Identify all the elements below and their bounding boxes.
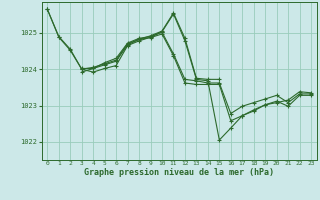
X-axis label: Graphe pression niveau de la mer (hPa): Graphe pression niveau de la mer (hPa) xyxy=(84,168,274,177)
